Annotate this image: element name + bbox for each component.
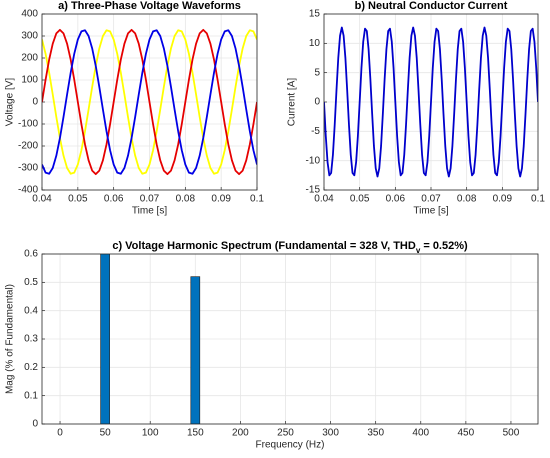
y-tick-label: 0.1 <box>24 390 38 401</box>
y-tick-label: 200 <box>21 53 38 64</box>
title-part: v <box>416 246 421 255</box>
y-tick-label: 0 <box>314 97 320 108</box>
chart-title: c) Voltage Harmonic Spectrum (Fundamenta… <box>112 240 468 255</box>
subplot: 0.04 0.05 0.06 0.07 0.08 0.09 0.1 -15 -10 -5 0 5 10 1… <box>287 0 546 217</box>
y-tick-label: 5 <box>314 67 320 78</box>
y-tick-label: 0.6 <box>24 249 38 260</box>
x-tick-label: 0.1 <box>531 194 545 205</box>
y-tick-label: 0 <box>32 419 38 430</box>
y-tick-label: 0.3 <box>24 334 38 345</box>
y-tick-label: 0.2 <box>24 362 38 373</box>
x-tick-label: 0.1 <box>250 194 264 205</box>
x-tick-label: 250 <box>277 428 294 439</box>
y-tick-label: 0.5 <box>24 277 38 288</box>
x-tick-label: 0.08 <box>457 194 477 205</box>
x-tick-label: 150 <box>187 428 204 439</box>
x-tick-label: 0.09 <box>493 194 513 205</box>
plot-content <box>42 28 257 176</box>
y-axis-label: Voltage [V] <box>5 78 16 127</box>
x-tick-label: 0 <box>57 428 63 439</box>
x-tick-label: 200 <box>232 428 249 439</box>
x-tick-label: 0.08 <box>176 194 196 205</box>
plot-content <box>324 26 538 178</box>
line-series <box>42 29 257 175</box>
bar <box>100 254 110 424</box>
x-tick-label: 400 <box>412 428 429 439</box>
y-axis-label: Current [A] <box>287 78 298 127</box>
line-series <box>42 28 257 176</box>
x-tick-label: 0.05 <box>68 194 88 205</box>
x-tick-label: 0.06 <box>386 194 406 205</box>
y-tick-label: -100 <box>18 119 38 130</box>
axes-box <box>323 13 539 191</box>
x-tick-label: 0.07 <box>140 194 160 205</box>
x-tick-label: 0.04 <box>314 194 334 205</box>
x-tick-label: 0.09 <box>211 194 231 205</box>
x-tick-label: 50 <box>100 428 112 439</box>
y-axis-label: Mag (% of Fundamental) <box>5 284 16 394</box>
x-tick-label: 0.06 <box>104 194 124 205</box>
axes-box <box>41 253 539 425</box>
subplot: 0 50 100 150 200 250 300 350 400 450 500 0 0.1 0.2 0.3… <box>5 240 539 451</box>
line-series <box>42 29 257 175</box>
x-tick-label: 450 <box>458 428 475 439</box>
y-tick-label: 100 <box>21 75 38 86</box>
y-tick-label: 0 <box>32 97 38 108</box>
y-tick-label: 400 <box>21 9 38 20</box>
line-series <box>324 26 538 178</box>
y-tick-label: 0.4 <box>24 305 38 316</box>
x-tick-label: 0.04 <box>32 194 52 205</box>
x-tick-label: 500 <box>503 428 520 439</box>
y-tick-label: 300 <box>21 31 38 42</box>
x-tick-label: 350 <box>367 428 384 439</box>
y-tick-label: -5 <box>311 126 320 137</box>
y-tick-label: -300 <box>18 163 38 174</box>
bar <box>190 276 201 424</box>
chart-title: b) Neutral Conductor Current <box>355 0 508 12</box>
x-tick-label: 0.05 <box>350 194 370 205</box>
chart-title: a) Three-Phase Voltage Waveforms <box>58 0 241 12</box>
x-axis-label: Frequency (Hz) <box>256 440 325 451</box>
y-tick-label: 10 <box>309 38 321 49</box>
y-tick-label: -15 <box>306 185 321 196</box>
title-part: c) Voltage Harmonic Spectrum (Fundamenta… <box>112 240 416 252</box>
y-tick-label: 15 <box>309 9 321 20</box>
y-tick-label: -10 <box>306 155 321 166</box>
subplot: 0.04 0.05 0.06 0.07 0.08 0.09 0.1 -400 -300 -200 -… <box>5 0 265 217</box>
y-tick-label: -200 <box>18 141 38 152</box>
x-axis-label: Time [s] <box>413 206 448 217</box>
title-part: = 0.52%) <box>420 240 468 252</box>
axes-box <box>41 13 258 191</box>
y-tick-label: -400 <box>18 185 38 196</box>
x-tick-label: 0.07 <box>421 194 441 205</box>
x-tick-label: 300 <box>322 428 339 439</box>
x-tick-label: 100 <box>142 428 159 439</box>
x-axis-label: Time [s] <box>132 206 167 217</box>
